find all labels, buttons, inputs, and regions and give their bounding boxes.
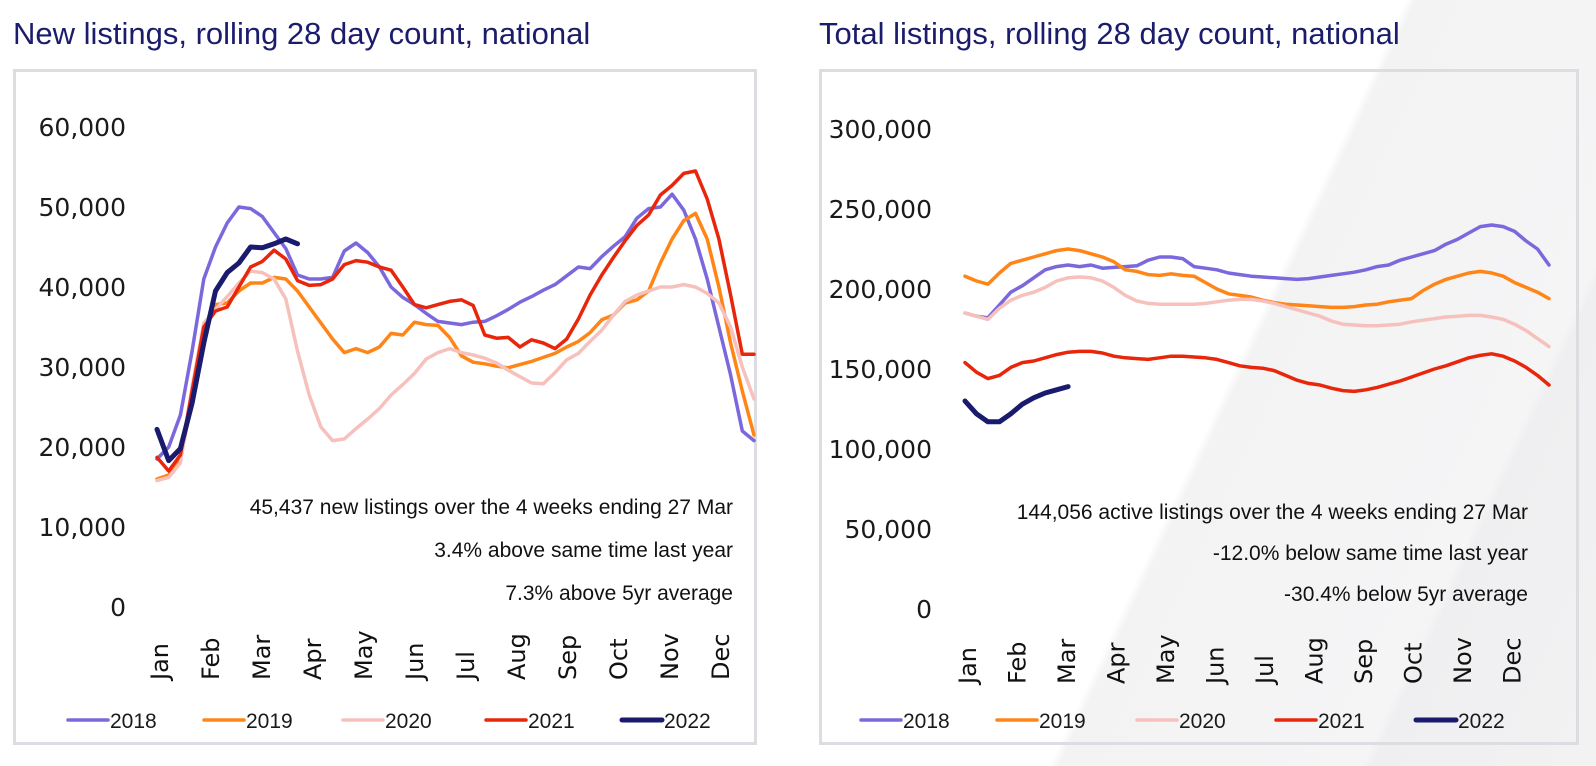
y-tick-label: 10,000 (39, 513, 126, 542)
y-tick-label: 300,000 (829, 115, 932, 144)
right-chart-title: Total listings, rolling 28 day count, na… (819, 16, 1400, 51)
y-tick-label: 100,000 (829, 435, 932, 464)
x-tick-label: May (1152, 634, 1180, 684)
left-annotation-count: 45,437 new listings over the 4 weeks end… (250, 496, 733, 519)
y-tick-label: 60,000 (39, 113, 126, 142)
series-line-2020 (963, 275, 1551, 349)
series-line-2018 (155, 192, 756, 461)
x-tick-label: Feb (1004, 642, 1032, 685)
right-series-group (962, 223, 1551, 425)
y-tick-label: 0 (916, 595, 932, 624)
x-tick-label: Apr (1103, 642, 1131, 684)
x-tick-label: Sep (1350, 639, 1378, 684)
x-tick-label: Jun (1202, 647, 1230, 687)
right-annotation-count: 144,056 active listings over the 4 weeks… (1017, 501, 1528, 524)
series-line-2018 (963, 223, 1551, 320)
series-line-2020 (155, 269, 756, 483)
x-tick-label: Nov (656, 633, 684, 680)
legend-label-2018: 2018 (903, 710, 950, 733)
x-tick-label: Jul (452, 651, 480, 682)
y-tick-label: 0 (110, 593, 126, 622)
legend-label-2020: 2020 (1179, 710, 1226, 733)
y-tick-label: 40,000 (39, 273, 126, 302)
y-tick-label: 50,000 (39, 193, 126, 222)
y-tick-label: 50,000 (845, 515, 932, 544)
series-line-2022 (962, 384, 1071, 425)
left-series-group (154, 169, 756, 483)
new-listings-chart-frame (13, 69, 757, 745)
x-tick-label: Jan (954, 647, 982, 686)
legend-label-2022: 2022 (664, 710, 711, 733)
y-tick-label: 20,000 (39, 433, 126, 462)
right-y-axis: 0 50,000 100,000 150,000 200,000 250,000 300,0… (829, 115, 932, 624)
legend-label-2021: 2021 (528, 710, 575, 733)
total-listings-chart-frame (819, 69, 1579, 745)
x-tick-label: Aug (1301, 637, 1329, 684)
y-tick-label: 150,000 (829, 355, 932, 384)
x-tick-label: Feb (197, 638, 225, 681)
x-tick-label: Jul (1251, 655, 1279, 686)
right-annotation-5yr: -30.4% below 5yr average (1284, 583, 1528, 606)
series-line-2021 (963, 349, 1551, 394)
legend-label-2022: 2022 (1458, 710, 1505, 733)
left-x-axis: Jan Feb Mar Apr May Jun Jul Aug Sep Oct Nov Dec (146, 630, 735, 682)
new-listings-chart: 0 10,000 20,000 30,000 40,000 50,000 60,000 Ja… (39, 113, 756, 733)
right-legend: 2018 2019 2020 2021 2022 (859, 710, 1505, 733)
left-chart-title: New listings, rolling 28 day count, nati… (13, 16, 591, 51)
series-line-2022 (154, 236, 300, 464)
x-tick-label: Aug (503, 633, 531, 680)
x-tick-label: Sep (554, 635, 582, 680)
series-line-2019 (155, 211, 756, 481)
x-tick-label: Apr (299, 638, 327, 680)
right-x-axis: Jan Feb Mar Apr May Jun Jul Aug Sep Oct Nov Dec (954, 634, 1527, 686)
left-annotation-yoy: 3.4% above same time last year (434, 539, 733, 562)
x-tick-label: Dec (1499, 638, 1527, 684)
total-listings-chart: 0 50,000 100,000 150,000 200,000 250,000 300,0… (829, 115, 1551, 733)
series-line-2021 (155, 169, 756, 473)
legend-label-2021: 2021 (1318, 710, 1365, 733)
legend-label-2019: 2019 (1039, 710, 1086, 733)
left-legend: 2018 2019 2020 2021 2022 (66, 710, 711, 733)
x-tick-label: Oct (1400, 643, 1428, 685)
y-tick-label: 200,000 (829, 275, 932, 304)
x-tick-label: Dec (707, 634, 735, 680)
x-tick-label: Mar (248, 635, 276, 680)
left-annotation-5yr: 7.3% above 5yr average (505, 582, 733, 605)
y-tick-label: 250,000 (829, 195, 932, 224)
x-tick-label: May (350, 630, 378, 680)
x-tick-label: Nov (1449, 637, 1477, 684)
left-y-axis: 0 10,000 20,000 30,000 40,000 50,000 60,000 (39, 113, 126, 622)
y-tick-label: 30,000 (39, 353, 126, 382)
legend-label-2020: 2020 (385, 710, 432, 733)
x-tick-label: Oct (605, 639, 633, 681)
x-tick-label: Jun (401, 643, 429, 683)
right-annotation-yoy: -12.0% below same time last year (1213, 542, 1528, 565)
x-tick-label: Mar (1053, 639, 1081, 684)
legend-label-2019: 2019 (246, 710, 293, 733)
legend-label-2018: 2018 (110, 710, 157, 733)
x-tick-label: Jan (146, 643, 174, 682)
